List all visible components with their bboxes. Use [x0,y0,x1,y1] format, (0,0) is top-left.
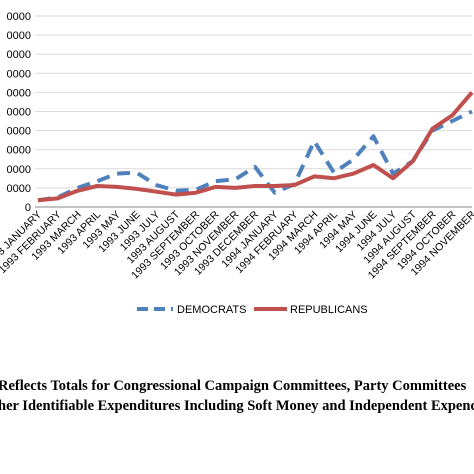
y-tick-label: 0000 [7,30,31,42]
caption-line-1: Reflects Totals for Congressional Campai… [0,378,467,394]
y-tick-label: 0000 [7,145,31,157]
series-lines [37,91,474,203]
y-tick-label: 0000 [7,126,31,138]
y-axis-tick-labels: 0000000000000000000000000000000000000000… [7,11,31,214]
y-tick-label: 0000 [7,49,31,61]
series-line-democrats [37,109,473,203]
y-tick-label: 0000 [7,183,31,195]
y-tick-label: 0000 [7,107,31,119]
y-tick-label: 0 [25,202,31,214]
y-tick-label: 0000 [7,87,31,99]
y-tick-label: 0000 [7,11,31,23]
caption-line-2: her Identifiable Expenditures Including … [0,398,474,414]
series-line-republicans [37,91,474,203]
y-tick-label: 0000 [7,68,31,80]
legend-democrats-label: DEMOCRATS [177,304,246,316]
legend: DEMOCRATS REPUBLICANS [137,304,368,316]
legend-republicans-label: REPUBLICANS [290,304,368,316]
y-tick-label: 0000 [7,164,31,176]
gridlines [35,15,472,189]
